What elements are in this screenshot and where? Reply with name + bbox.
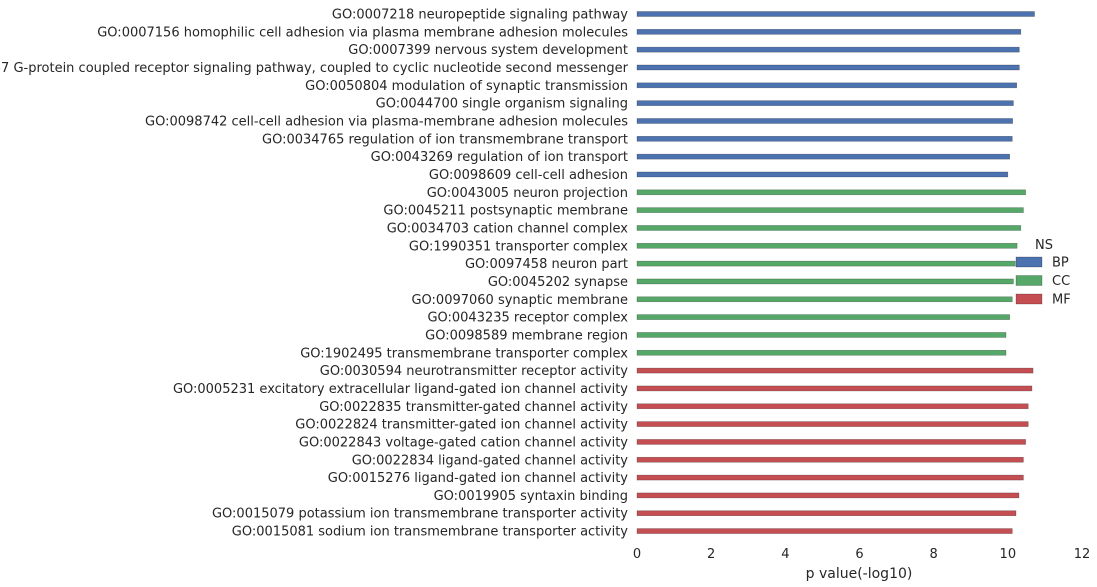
legend: NS BP CC MF: [1015, 238, 1071, 308]
bar-bp: [636, 46, 1020, 53]
bar-mf: [636, 385, 1033, 392]
bar-bp: [636, 11, 1035, 17]
bar-bp: [636, 82, 1018, 89]
category-label: GO:0030594 neurotransmitter receptor act…: [320, 364, 629, 379]
bar-cc: [636, 332, 1007, 338]
bars-layer: [636, 11, 1035, 534]
bar-cc: [636, 207, 1024, 213]
x-tick-label: 10: [1000, 547, 1017, 562]
bar-mf: [636, 492, 1020, 499]
x-tick-label: 0: [633, 547, 641, 562]
category-label: GO:0022824 transmitter-gated ion channel…: [295, 418, 628, 433]
bar-mf: [636, 367, 1034, 374]
bar-mf: [636, 403, 1029, 410]
category-label: GO:0098742 cell-cell adhesion via plasma…: [145, 114, 628, 129]
category-label: GO:0022834 ligand-gated channel activity: [352, 453, 629, 468]
category-label: GO:0022843 voltage-gated cation channel …: [299, 435, 628, 450]
bar-cc: [636, 189, 1026, 196]
category-label: GO:0019905 syntaxin binding: [434, 489, 628, 504]
category-label: GO:0045211 postsynaptic membrane: [383, 204, 628, 219]
category-label: GO:0043269 regulation of ion transport: [371, 150, 628, 165]
x-tick-label: 12: [1074, 547, 1091, 562]
category-labels: GO:0007218 neuropeptide signaling pathwa…: [0, 8, 629, 540]
category-label: GO:0097060 synaptic membrane: [411, 293, 628, 308]
bar-mf: [636, 528, 1013, 534]
bar-cc: [636, 278, 1014, 285]
legend-label-mf: MF: [1052, 293, 1071, 308]
category-label: GO:0044700 single organism signaling: [376, 97, 628, 112]
category-label: GO:0097458 neuron part: [465, 257, 628, 272]
bar-bp: [636, 29, 1022, 35]
legend-swatch-bp: [1015, 256, 1043, 268]
bar-bp: [636, 153, 1010, 160]
category-label: GO:1990351 transporter complex: [409, 239, 628, 254]
bar-cc: [636, 225, 1022, 231]
category-label: GO:0098589 membrane region: [425, 328, 628, 343]
category-label: GO:0098609 cell-cell adhesion: [429, 168, 628, 183]
x-tick-label: 8: [930, 547, 938, 562]
bar-cc: [636, 296, 1013, 303]
x-axis-title: p value(-log10): [806, 566, 913, 582]
category-label: GO:0034765 regulation of ion transmembra…: [262, 132, 628, 147]
category-label: GO:0007399 nervous system development: [348, 43, 628, 58]
legend-label-cc: CC: [1052, 274, 1070, 289]
category-label: GO:0015081 sodium ion transmembrane tran…: [232, 525, 628, 540]
bar-bp: [636, 100, 1014, 106]
legend-swatch-cc: [1015, 275, 1043, 286]
x-tick-label: 6: [855, 547, 863, 562]
category-label: GO:0043235 receptor complex: [427, 311, 628, 326]
bar-cc: [636, 349, 1007, 356]
category-label: GO:0007187 G-protein coupled receptor si…: [0, 61, 629, 76]
category-label: GO:0043005 neuron projection: [427, 186, 628, 201]
bar-cc: [636, 314, 1010, 320]
legend-label-bp: BP: [1052, 256, 1069, 271]
bar-bp: [636, 171, 1009, 178]
category-label: GO:0050804 modulation of synaptic transm…: [305, 79, 628, 94]
bar-bp: [636, 136, 1013, 142]
x-tick-label: 2: [707, 547, 715, 562]
bar-mf: [636, 439, 1026, 445]
category-label: GO:0005231 excitatory extracellular liga…: [173, 382, 628, 397]
bar-bp: [636, 118, 1013, 124]
legend-swatch-mf: [1015, 293, 1043, 305]
category-label: GO:0015276 ligand-gated ion channel acti…: [328, 471, 629, 486]
category-label: GO:0022835 transmitter-gated channel act…: [319, 400, 628, 415]
category-label: GO:0015079 potassium ion transmembrane t…: [212, 507, 628, 522]
bar-mf: [636, 421, 1029, 427]
category-label: GO:0007218 neuropeptide signaling pathwa…: [332, 8, 628, 23]
category-label: GO:0045202 synapse: [488, 275, 628, 290]
bar-mf: [636, 456, 1024, 463]
category-label: GO:0034703 cation channel complex: [387, 221, 629, 236]
x-tick-label: 4: [781, 547, 789, 562]
bar-cc: [636, 242, 1018, 249]
legend-title: NS: [1035, 238, 1053, 253]
bar-mf: [636, 474, 1024, 481]
bar-bp: [636, 64, 1020, 71]
bar-mf: [636, 510, 1017, 517]
x-axis: 0 2 4 6 8 10 12: [633, 547, 1090, 562]
category-label: GO:0007156 homophilic cell adhesion via …: [97, 25, 628, 40]
category-label: GO:1902495 transmembrane transporter com…: [300, 346, 628, 361]
bar-cc: [636, 260, 1016, 267]
